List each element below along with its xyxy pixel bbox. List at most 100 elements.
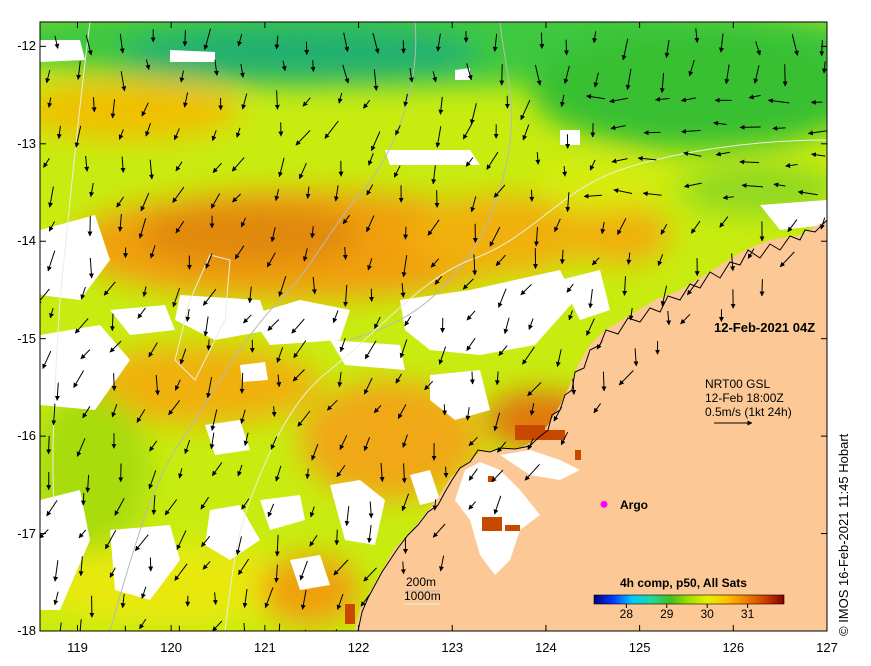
current-vector-arrow	[43, 158, 50, 168]
current-vector-arrow	[400, 561, 406, 575]
current-vector-arrow	[264, 587, 274, 609]
current-vector-arrow	[497, 288, 507, 308]
current-vector-arrow	[142, 286, 148, 297]
current-vector-arrow	[759, 279, 765, 297]
current-vector-arrow	[203, 28, 211, 51]
current-vector-arrow	[363, 437, 371, 452]
current-vector-arrow	[787, 219, 798, 233]
current-vector-arrow	[211, 462, 223, 477]
current-vector-arrow	[379, 462, 385, 483]
current-vector-arrow	[276, 374, 282, 388]
current-vector-arrow	[472, 254, 478, 276]
current-vector-arrow	[435, 33, 441, 52]
current-vector-arrow	[432, 499, 438, 511]
current-vector-arrow	[439, 555, 445, 572]
current-vector-arrow	[683, 182, 702, 189]
current-vector-arrow	[295, 130, 311, 146]
axis-ticks	[40, 22, 828, 632]
lat-tick-label: -13	[17, 135, 36, 151]
current-vector-arrow	[42, 350, 52, 370]
current-vector-arrow	[613, 188, 633, 194]
legend-1000m-label: 1000m	[404, 589, 441, 603]
current-vector-arrow	[54, 382, 60, 401]
current-vector-arrow	[149, 159, 154, 180]
current-vector-arrow	[722, 195, 734, 200]
current-vector-arrow	[520, 99, 531, 121]
current-vector-arrow	[179, 70, 185, 83]
current-vector-arrow	[600, 221, 606, 235]
current-vector-arrow	[344, 506, 350, 527]
current-vector-arrow	[492, 33, 498, 52]
current-vector-arrow	[443, 466, 449, 478]
current-vector-arrow	[393, 165, 401, 178]
current-vector-arrow	[206, 339, 212, 351]
current-vector-arrow	[80, 286, 86, 300]
lon-tick-label: 123	[441, 640, 464, 655]
current-vector-arrow	[342, 64, 350, 84]
no-data-patches	[40, 40, 827, 610]
current-vector-arrow	[435, 126, 442, 148]
current-vector-arrow	[367, 524, 373, 544]
current-vector-arrow	[562, 165, 568, 177]
current-vector-arrow	[182, 92, 189, 108]
current-vector-arrow	[309, 535, 318, 547]
current-vector-arrow	[372, 32, 380, 54]
current-vector-arrow	[241, 498, 250, 510]
current-vector-arrow	[148, 470, 157, 490]
current-vector-arrow	[466, 63, 473, 81]
current-vector-arrow	[442, 404, 448, 416]
current-vector-arrow	[363, 567, 377, 582]
current-vector-arrow	[397, 404, 407, 419]
current-vector-arrow	[174, 379, 181, 391]
current-vector-arrow	[660, 285, 668, 307]
current-vector-arrow	[172, 186, 185, 203]
current-vector-arrow	[592, 31, 598, 44]
current-vector-arrow	[310, 226, 316, 239]
current-vector-arrow	[212, 592, 218, 605]
current-vector-arrow	[241, 93, 248, 110]
current-vector-arrow	[175, 220, 185, 234]
current-vector-arrow	[333, 559, 349, 576]
current-vector-arrow	[59, 622, 62, 631]
current-vector-arrow	[555, 349, 562, 367]
current-vector-arrow	[618, 370, 634, 386]
current-vector-arrow	[591, 257, 600, 266]
current-vector-arrow	[715, 151, 730, 157]
current-vector-arrow	[118, 129, 124, 140]
current-vector-arrow	[534, 64, 542, 86]
current-vector-arrow	[563, 39, 569, 56]
current-vector-arrow	[434, 190, 440, 208]
current-vector-arrow	[609, 97, 628, 104]
current-vector-arrow	[136, 409, 146, 423]
current-vector-arrow	[302, 97, 311, 107]
current-vector-arrow	[395, 373, 403, 384]
lat-tick-label: -17	[17, 525, 36, 541]
current-vector-arrow	[563, 65, 570, 85]
current-vector-arrow	[403, 93, 409, 107]
current-vector-arrow	[267, 319, 280, 331]
current-model-label: NRT00 GSL	[705, 377, 771, 391]
current-vector-arrow	[185, 309, 191, 322]
current-vector-arrow	[278, 623, 281, 631]
current-vector-arrow	[148, 342, 158, 358]
current-vector-arrow	[45, 69, 51, 84]
current-vector-arrow	[628, 307, 634, 321]
current-vector-arrow	[175, 161, 183, 172]
current-vector-arrow	[588, 289, 594, 309]
lon-tick-label: 127	[816, 640, 838, 655]
current-vector-arrow	[235, 127, 241, 138]
current-vector-arrow	[680, 313, 691, 325]
current-vector-arrow	[300, 590, 307, 610]
current-vector-arrow	[80, 492, 86, 506]
current-vector-arrow	[424, 380, 434, 391]
current-vector-arrow	[468, 501, 476, 510]
colorbar-tick-label: 30	[700, 607, 714, 621]
current-vector-arrow	[431, 165, 437, 185]
lat-tick-label: -14	[17, 233, 36, 249]
current-vector-arrow	[274, 534, 280, 557]
current-vector-arrow	[141, 586, 147, 599]
current-vector-arrow	[503, 317, 510, 335]
current-vector-arrow	[753, 65, 760, 84]
current-vector-arrow	[212, 620, 223, 631]
